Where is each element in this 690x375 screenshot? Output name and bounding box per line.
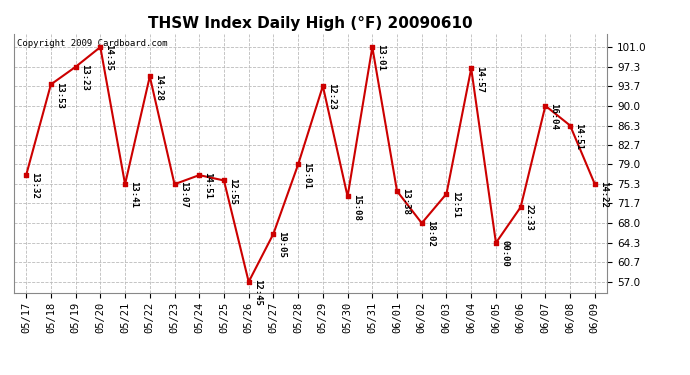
Text: 14:51: 14:51 <box>574 123 583 150</box>
Point <box>70 64 81 70</box>
Text: 13:38: 13:38 <box>401 188 410 215</box>
Point <box>219 177 230 183</box>
Point <box>144 74 155 80</box>
Text: 14:57: 14:57 <box>475 66 484 93</box>
Point <box>589 181 600 187</box>
Text: 12:51: 12:51 <box>451 191 460 218</box>
Text: 13:07: 13:07 <box>179 182 188 208</box>
Text: 15:08: 15:08 <box>352 194 361 220</box>
Point <box>46 81 57 87</box>
Point <box>540 103 551 109</box>
Point <box>515 204 526 210</box>
Text: 14:35: 14:35 <box>104 44 113 71</box>
Text: 12:55: 12:55 <box>228 178 237 204</box>
Text: 14:28: 14:28 <box>154 74 163 100</box>
Text: 18:02: 18:02 <box>426 220 435 247</box>
Text: 16:04: 16:04 <box>549 103 558 130</box>
Text: 14:22: 14:22 <box>599 182 608 208</box>
Point <box>491 240 502 246</box>
Point <box>21 172 32 178</box>
Point <box>293 162 304 168</box>
Point <box>268 231 279 237</box>
Point <box>564 123 575 129</box>
Point <box>119 181 130 187</box>
Text: 19:05: 19:05 <box>277 231 286 258</box>
Point <box>95 44 106 50</box>
Text: 15:01: 15:01 <box>302 162 311 189</box>
Text: 13:23: 13:23 <box>80 64 89 91</box>
Title: THSW Index Daily High (°F) 20090610: THSW Index Daily High (°F) 20090610 <box>148 16 473 31</box>
Text: 13:01: 13:01 <box>377 44 386 71</box>
Text: 14:51: 14:51 <box>204 172 213 199</box>
Point <box>342 194 353 200</box>
Text: 12:23: 12:23 <box>327 83 336 110</box>
Point <box>466 65 477 71</box>
Point <box>416 220 427 226</box>
Point <box>243 279 254 285</box>
Text: 13:41: 13:41 <box>129 182 138 208</box>
Point <box>317 83 328 89</box>
Point <box>391 188 402 194</box>
Text: 22:33: 22:33 <box>525 204 534 231</box>
Text: 13:53: 13:53 <box>55 82 64 108</box>
Text: 12:45: 12:45 <box>253 279 262 306</box>
Point <box>441 191 452 197</box>
Point <box>194 172 205 178</box>
Text: 13:32: 13:32 <box>30 172 39 199</box>
Text: Copyright 2009 Cardboard.com: Copyright 2009 Cardboard.com <box>17 39 167 48</box>
Text: 00:00: 00:00 <box>500 240 509 267</box>
Point <box>169 181 180 187</box>
Point <box>367 44 378 50</box>
